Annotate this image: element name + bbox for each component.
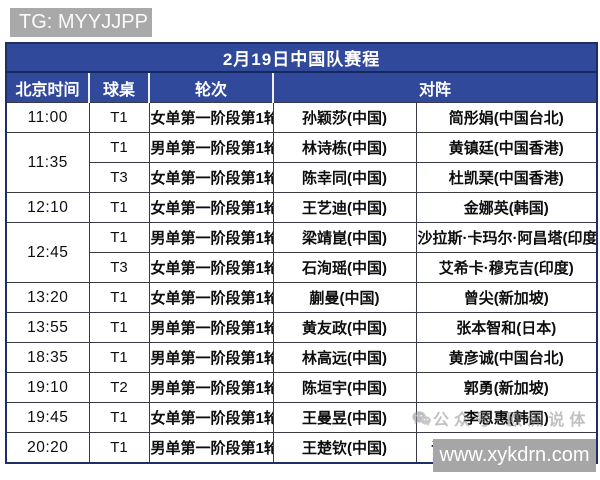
schedule-table: 2月19日中国队赛程 北京时间 球桌 轮次 对阵 11:00 T1 女单第一阶段… <box>5 42 599 464</box>
time-cell: 18:35 <box>5 342 90 373</box>
table-row: 13:55 T1 男单第一阶段第1轮 黄友政(中国) 张本智和(日本) <box>5 312 598 343</box>
player-cell: 王曼昱(中国) <box>272 402 417 433</box>
table-cell: T3 <box>88 162 150 193</box>
table-row: 13:20 T1 女单第一阶段第1轮 蒯曼(中国) 曾尖(新加坡) <box>5 282 598 313</box>
table-row: 11:00 T1 女单第一阶段第1轮 孙颖莎(中国) 简彤娟(中国台北) <box>5 102 598 133</box>
table-header-row: 北京时间 球桌 轮次 对阵 <box>6 72 598 103</box>
player-cell: 王艺迪(中国) <box>272 192 417 223</box>
header-time: 北京时间 <box>6 72 89 103</box>
table-row: 12:45 T1 男单第一阶段第1轮 梁靖崑(中国) 沙拉斯·卡玛尔·阿昌塔(印… <box>5 222 598 283</box>
player-cell: 林诗栋(中国) <box>272 132 417 163</box>
table-row: T3 女单第一阶段第1轮 石洵瑶(中国) 艾希卡·穆克吉(印度) <box>6 252 598 283</box>
opponent-cell: 曾尖(新加坡) <box>415 282 598 313</box>
player-cell: 蒯曼(中国) <box>272 282 417 313</box>
table-cell: T1 <box>88 342 150 373</box>
player-cell: 梁靖崑(中国) <box>272 222 417 253</box>
player-cell: 石洵瑶(中国) <box>272 252 417 283</box>
round-cell: 女单第一阶段第1轮 <box>148 162 274 193</box>
table-row: 12:10 T1 女单第一阶段第1轮 王艺迪(中国) 金娜英(韩国) <box>5 192 598 223</box>
table-row: 19:45 T1 女单第一阶段第1轮 王曼昱(中国) 李恩惠(韩国) <box>5 402 598 433</box>
time-cell: 20:20 <box>5 432 90 464</box>
player-cell: 黄友政(中国) <box>272 312 417 343</box>
time-cell: 13:20 <box>5 282 90 313</box>
table-row: 18:35 T1 男单第一阶段第1轮 林高远(中国) 黄彦诚(中国台北) <box>5 342 598 373</box>
round-cell: 女单第一阶段第1轮 <box>148 402 274 433</box>
table-row: T3 女单第一阶段第1轮 陈幸同(中国) 杜凯琹(中国香港) <box>6 162 598 193</box>
player-cell: 林高远(中国) <box>272 342 417 373</box>
round-cell: 男单第一阶段第1轮 <box>148 222 274 253</box>
opponent-cell: 沙拉斯·卡玛尔·阿昌塔(印度) <box>415 222 598 253</box>
table-cell: T1 <box>88 312 150 343</box>
round-cell: 男单第一阶段第1轮 <box>148 432 274 464</box>
opponent-cell: 艾希卡·穆克吉(印度) <box>415 252 598 283</box>
table-cell: T1 <box>88 402 150 433</box>
table-cell: T1 <box>88 102 150 133</box>
table-cell: T1 <box>88 432 150 464</box>
time-cell: 19:45 <box>5 402 90 433</box>
player-cell: 孙颖莎(中国) <box>272 102 417 133</box>
table-row: 11:35 T1 男单第一阶段第1轮 林诗栋(中国) 黄镇廷(中国香港) <box>5 132 598 193</box>
player-cell: 陈垣宇(中国) <box>272 372 417 403</box>
opponent-cell: 杜凯琹(中国香港) <box>415 162 598 193</box>
table-row: 19:10 T2 男单第一阶段第1轮 陈垣宇(中国) 郭勇(新加坡) <box>5 372 598 403</box>
table-cell: T3 <box>88 252 150 283</box>
time-cell: 13:55 <box>5 312 90 343</box>
table-cell: T1 <box>88 132 150 163</box>
round-cell: 男单第一阶段第1轮 <box>148 372 274 403</box>
table-cell: T2 <box>88 372 150 403</box>
header-matchup: 对阵 <box>271 72 598 103</box>
round-cell: 女单第一阶段第1轮 <box>148 192 274 223</box>
opponent-cell: 李恩惠(韩国) <box>415 402 598 433</box>
opponent-cell: 黄镇廷(中国香港) <box>415 132 598 163</box>
time-cell: 11:35 <box>5 132 90 193</box>
time-cell: 12:45 <box>5 222 90 283</box>
site-watermark-banner: www.xykdrn.com <box>433 439 596 472</box>
header-table: 球桌 <box>88 72 149 103</box>
table-cell: T1 <box>88 222 150 253</box>
opponent-cell: 张本智和(日本) <box>415 312 598 343</box>
table-cell: T1 <box>88 282 150 313</box>
tg-channel-banner: TG: MYYJJPP <box>10 8 152 37</box>
opponent-cell: 郭勇(新加坡) <box>415 372 598 403</box>
player-cell: 王楚钦(中国) <box>272 432 417 464</box>
round-cell: 女单第一阶段第1轮 <box>148 102 274 133</box>
player-cell: 陈幸同(中国) <box>272 162 417 193</box>
time-cell: 12:10 <box>5 192 90 223</box>
table-title: 2月19日中国队赛程 <box>6 43 598 73</box>
round-cell: 女单第一阶段第1轮 <box>148 252 274 283</box>
opponent-cell: 黄彦诚(中国台北) <box>415 342 598 373</box>
opponent-cell: 简彤娟(中国台北) <box>415 102 598 133</box>
time-cell: 11:00 <box>5 102 90 133</box>
opponent-cell: 金娜英(韩国) <box>415 192 598 223</box>
header-round: 轮次 <box>148 72 273 103</box>
round-cell: 女单第一阶段第1轮 <box>148 282 274 313</box>
table-cell: T1 <box>88 192 150 223</box>
time-cell: 19:10 <box>5 372 90 403</box>
table-title-row: 2月19日中国队赛程 <box>6 43 598 73</box>
round-cell: 男单第一阶段第1轮 <box>148 132 274 163</box>
round-cell: 男单第一阶段第1轮 <box>148 312 274 343</box>
round-cell: 男单第一阶段第1轮 <box>148 342 274 373</box>
